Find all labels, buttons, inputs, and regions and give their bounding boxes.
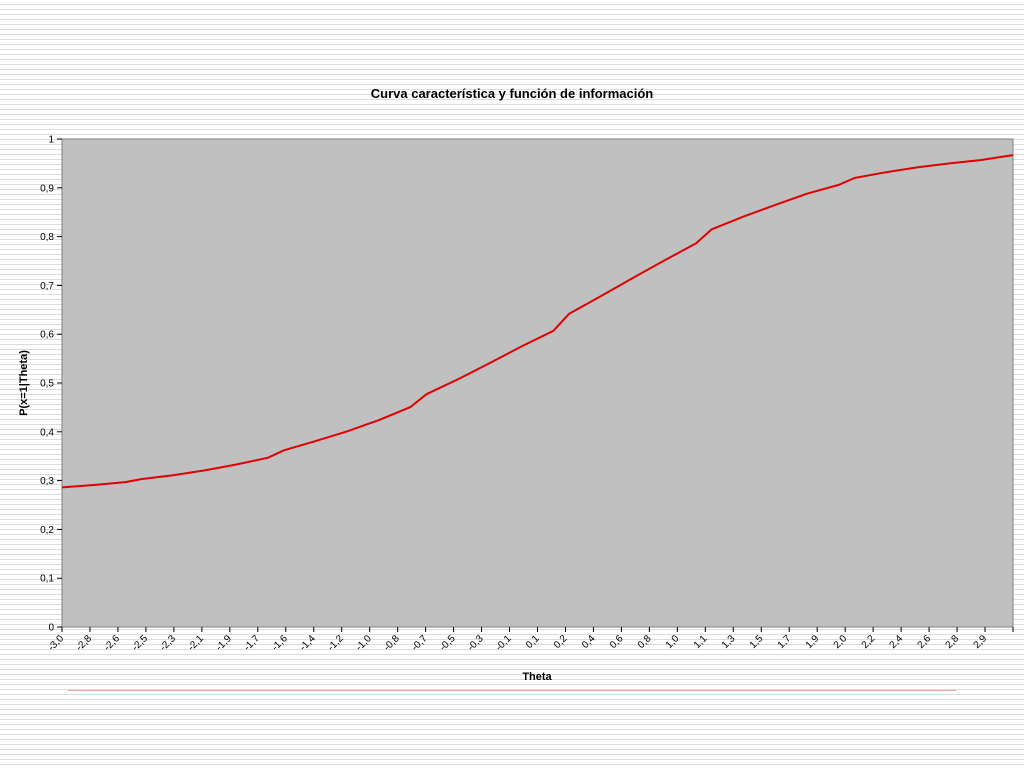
x-tick-label: 0,4 [580, 633, 598, 651]
x-tick-label: 2,2 [860, 633, 878, 651]
series-line [61, 154, 1014, 489]
y-tick-label: 0,6 [40, 330, 54, 341]
y-tick-label: 0,1 [40, 574, 54, 585]
x-tick-label: -0,3 [466, 633, 486, 653]
x-tick-label: -1,9 [214, 633, 234, 653]
y-tick-label: 0,2 [40, 525, 54, 536]
x-tick-label: 1,1 [692, 633, 710, 651]
plot-area [61, 138, 1014, 628]
x-tick-label: 1,9 [804, 633, 822, 651]
x-tick-label: 1,5 [748, 633, 766, 651]
x-tick-label: -2,5 [130, 633, 150, 653]
x-tick-label: -1,7 [242, 633, 262, 653]
x-tick-label: -0,7 [410, 633, 430, 653]
x-tick-label: -2,1 [186, 633, 206, 653]
footer-divider [68, 690, 956, 691]
y-tick-label: 0,9 [40, 183, 54, 194]
x-axis: -3,0 -2,8 -2,6 -2,5 -2,3 -2,1 -1,9 -1,7 -1,6 -1,4… [46, 627, 1014, 653]
x-axis-title: Theta [522, 671, 552, 683]
x-tick-label: 2,8 [944, 633, 962, 651]
series-layer [61, 154, 1014, 489]
y-tick-label: 0,5 [40, 379, 54, 390]
y-tick-label: 0,8 [40, 232, 54, 243]
chart-title: Curva característica y función de inform… [371, 86, 654, 101]
x-tick-label: -0,5 [438, 633, 458, 653]
x-tick-label: 1,3 [720, 633, 738, 651]
x-tick-label: -3,0 [46, 633, 66, 653]
y-tick-label: 0,4 [40, 427, 54, 438]
x-tick-label: 0,6 [608, 633, 626, 651]
x-tick-label: -1,2 [326, 633, 346, 653]
x-tick-label: -1,0 [354, 633, 374, 653]
x-tick-label: 1,0 [664, 633, 682, 651]
y-tick-label: 0,7 [40, 281, 54, 292]
x-tick-label: 2,6 [916, 633, 934, 651]
y-axis: 0 0,1 0,2 0,3 0,4 0,5 0,6 0,7 0,8 0,9 1 [40, 135, 62, 634]
x-tick-label: 2,4 [888, 633, 906, 651]
x-tick-label: 0,1 [524, 633, 542, 651]
x-tick-label: -2,3 [158, 633, 178, 653]
x-tick-label: 2,0 [832, 633, 850, 651]
y-tick-label: 1 [48, 135, 54, 146]
x-tick-label: 1,7 [776, 633, 794, 651]
x-tick-label: 0,8 [636, 633, 654, 651]
x-tick-label: -2,6 [102, 633, 122, 653]
x-tick-label: -0,1 [494, 633, 514, 653]
x-tick-label: 0,2 [552, 633, 570, 651]
x-tick-label: -1,4 [298, 633, 318, 653]
y-axis-title: P(x=1|Theta) [18, 350, 30, 416]
x-tick-label: 2,9 [972, 633, 990, 651]
x-tick-label: -2,8 [74, 633, 94, 653]
y-tick-label: 0,3 [40, 476, 54, 487]
x-tick-label: -1,6 [270, 633, 290, 653]
y-tick-label: 0 [48, 623, 54, 634]
x-tick-label: -0,8 [382, 633, 402, 653]
